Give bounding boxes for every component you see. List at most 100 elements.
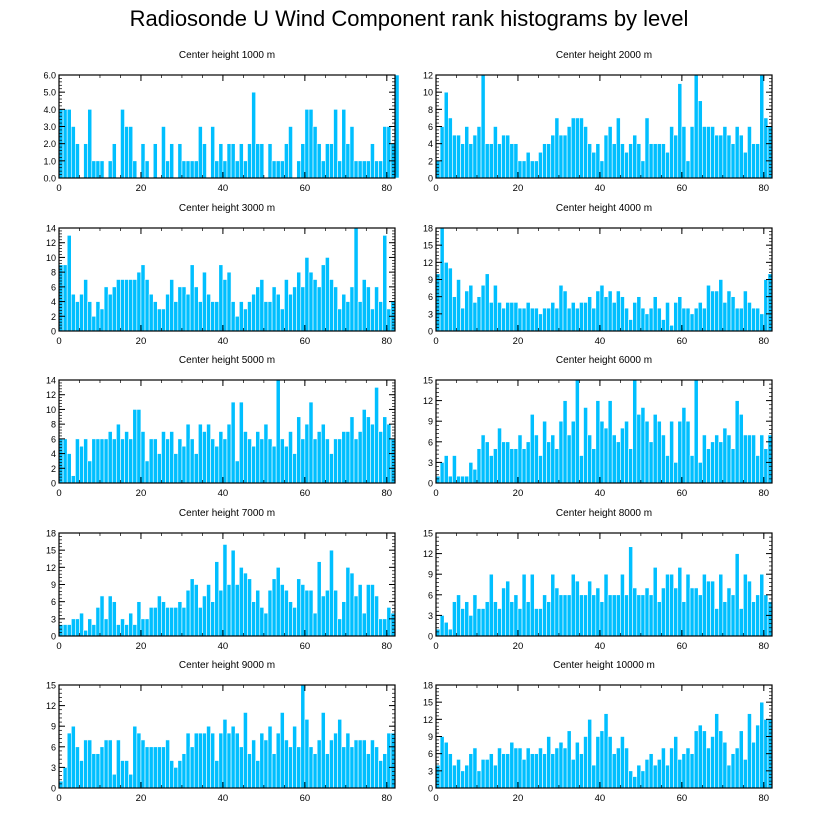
histogram-bar <box>87 109 93 179</box>
histogram-bar <box>218 264 224 332</box>
x-tick-label: 80 <box>382 336 393 347</box>
histogram-bar <box>304 423 310 484</box>
panel-title: Center height 1000 m <box>179 50 275 61</box>
y-tick-label: 12 <box>423 715 433 725</box>
y-tick-label: 6.0 <box>43 71 56 81</box>
histogram-bar <box>222 160 228 179</box>
histogram-bar <box>599 730 605 789</box>
histogram-bar <box>607 126 613 179</box>
histogram-bar <box>562 134 568 179</box>
histogram-bar <box>353 160 359 179</box>
histogram-bar <box>484 273 490 332</box>
histogram-bar <box>558 420 564 484</box>
y-tick-label: 2 <box>51 464 56 474</box>
y-tick-label: 2 <box>428 156 433 166</box>
histogram-bar <box>271 160 277 179</box>
x-tick-label: 20 <box>513 793 524 804</box>
histogram-bar <box>333 589 338 637</box>
histogram-bar <box>488 302 494 332</box>
histogram-bar <box>202 143 207 179</box>
histogram-bar <box>214 760 220 789</box>
histogram-bar <box>702 126 707 179</box>
histogram-bar <box>144 160 150 179</box>
histogram-bar <box>656 759 662 789</box>
histogram-bar <box>583 407 588 484</box>
histogram-bar <box>148 607 154 637</box>
histogram-bar <box>640 770 646 789</box>
histogram-bar <box>210 601 216 637</box>
histogram-bar <box>218 431 224 484</box>
histogram-bar <box>697 100 703 179</box>
histogram-bar <box>161 746 166 789</box>
histogram-bar <box>312 126 318 179</box>
histogram-bar <box>665 764 670 789</box>
histogram-bar <box>169 607 175 637</box>
histogram-bar <box>107 431 113 484</box>
histogram-bar <box>730 448 736 484</box>
histogram-bar <box>575 580 580 637</box>
histogram-bar <box>136 271 142 332</box>
histogram-bar <box>91 315 97 332</box>
histogram-bar <box>554 448 560 484</box>
histogram-bar <box>689 753 695 789</box>
histogram-bar <box>648 441 654 484</box>
histogram-bar <box>447 117 453 179</box>
histogram-bar <box>673 587 679 637</box>
histogram-bar <box>177 143 183 179</box>
histogram-bar <box>284 445 289 484</box>
histogram-bar <box>238 143 244 179</box>
histogram-bar <box>259 607 265 637</box>
histogram-bar <box>615 117 621 179</box>
histogram-bar <box>251 601 256 637</box>
histogram-bar <box>566 730 572 789</box>
histogram-bar <box>513 448 519 484</box>
histogram-bar <box>144 746 150 789</box>
histogram-bar <box>185 732 191 789</box>
histogram-bar <box>185 293 191 332</box>
y-tick-label: 0.0 <box>43 174 56 184</box>
histogram-bar <box>439 615 445 637</box>
histogram-bar <box>91 438 97 484</box>
histogram-bar <box>234 460 240 484</box>
histogram-bar <box>111 438 117 484</box>
histogram-bar <box>66 732 72 789</box>
histogram-bar <box>497 427 502 484</box>
histogram-bar <box>546 441 552 484</box>
histogram-bar <box>70 618 76 637</box>
histogram-bar <box>66 235 72 332</box>
histogram-bar <box>460 770 465 789</box>
histogram-bar <box>447 753 453 789</box>
histogram-bar <box>337 438 343 484</box>
histogram-bar <box>222 279 228 332</box>
histogram-bar <box>234 732 240 789</box>
histogram-bar <box>152 143 158 179</box>
histogram-bar <box>255 760 261 789</box>
histogram-bar <box>456 475 461 484</box>
histogram-bar <box>300 584 306 637</box>
histogram-bar <box>353 595 359 637</box>
histogram-bar <box>132 409 138 484</box>
histogram-bar <box>620 143 625 179</box>
histogram-bar <box>538 455 543 484</box>
histogram-bar <box>538 151 543 179</box>
histogram-bar <box>353 739 359 789</box>
histogram-bar <box>132 725 138 789</box>
histogram-bar <box>259 438 265 484</box>
histogram-bar <box>710 126 715 179</box>
histogram-bar <box>685 160 691 179</box>
histogram-bar <box>656 601 662 637</box>
histogram-bar <box>370 584 375 637</box>
histogram-bar <box>644 117 650 179</box>
histogram-bar <box>452 601 457 637</box>
histogram-bar <box>509 741 515 789</box>
y-tick-label: 18 <box>423 224 433 234</box>
histogram-bar <box>710 580 715 637</box>
panel-title: Center height 10000 m <box>553 660 655 671</box>
histogram-bar <box>243 160 248 179</box>
histogram-bar <box>382 126 388 179</box>
histogram-bar <box>58 624 64 637</box>
histogram-bar <box>542 753 547 789</box>
histogram-bar <box>214 301 220 332</box>
histogram-bar <box>521 307 527 332</box>
histogram-bar <box>161 601 166 637</box>
